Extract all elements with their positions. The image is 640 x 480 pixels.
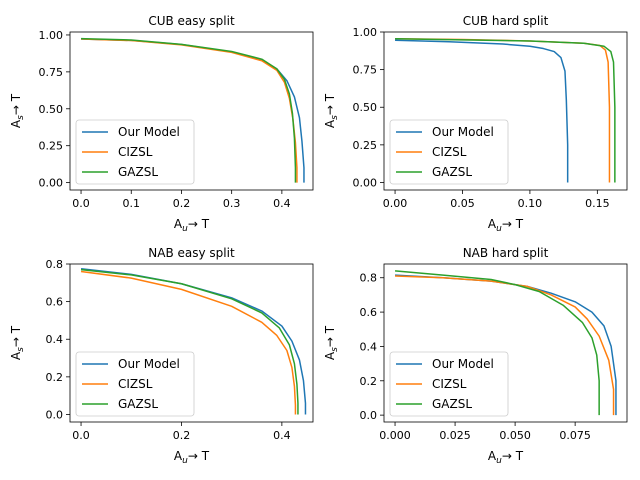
x-tick-label: 0.3	[223, 197, 241, 210]
y-tick-label: 1.00	[39, 29, 64, 42]
y-axis-label: As→ T	[9, 325, 26, 360]
legend-box	[389, 351, 509, 417]
legend-entry-label: CIZSL	[432, 377, 467, 391]
legend-entry-label: GAZSL	[432, 165, 472, 179]
series-line-1	[395, 39, 569, 183]
axes-frame	[69, 31, 314, 191]
x-tick-label: 0.050	[499, 429, 531, 442]
y-tick-label: 0.25	[39, 140, 64, 153]
legend: Our Model CIZSL GAZSL	[75, 351, 195, 417]
legend-box	[389, 119, 509, 185]
chart-panel-3: NAB easy split 0.0 0.2 0.4 0.0 0.2 0.4 0.6 0.8 Au…	[9, 246, 314, 466]
chart-panel-1: CUB easy split 0.0 0.1 0.2 0.3 0.4 0.00 0.25 0.5…	[9, 14, 314, 234]
series-line-2	[80, 270, 297, 415]
y-axis-label: As→ T	[9, 93, 26, 128]
chart-panel-4: NAB hard split 0.000 0.025 0.050 0.075 0.0 0.2…	[323, 246, 628, 466]
y-axis-label: As→ T	[323, 325, 340, 360]
x-tick-label: 0.15	[585, 197, 610, 210]
chart-title: NAB hard split	[463, 246, 549, 260]
y-tick-label: 0.75	[39, 66, 64, 79]
y-tick-label: 0.00	[353, 176, 378, 189]
series-line-3	[80, 268, 299, 415]
y-tick-label: 1.00	[353, 26, 378, 39]
chart-title: CUB easy split	[148, 14, 235, 28]
y-tick-label: 0.0	[360, 409, 378, 422]
series-line-3	[395, 38, 616, 183]
x-axis-label: Au→ T	[488, 449, 524, 466]
y-axis-label: As→ T	[323, 93, 340, 128]
x-axis-label: Au→ T	[174, 217, 210, 234]
legend-box	[75, 119, 195, 185]
legend-entry-label: GAZSL	[432, 397, 472, 411]
x-tick-label: 0.1	[123, 197, 141, 210]
x-tick-label: 0.00	[383, 197, 408, 210]
axes-frame	[383, 31, 628, 191]
legend-entry-label: Our Model	[432, 357, 494, 371]
y-tick-label: 0.4	[360, 340, 378, 353]
chart-panel-2: CUB hard split 0.00 0.05 0.10 0.15 0.00 0.25 0.…	[323, 14, 628, 234]
series-line-2	[395, 275, 615, 416]
x-axis-label: Au→ T	[488, 217, 524, 234]
y-tick-label: 0.8	[360, 272, 378, 285]
y-tick-label: 0.6	[46, 296, 64, 309]
y-tick-label: 0.2	[46, 371, 64, 384]
y-tick-label: 0.8	[46, 258, 64, 271]
legend: Our Model CIZSL GAZSL	[389, 119, 509, 185]
y-tick-label: 0.0	[46, 408, 64, 421]
x-tick-label: 0.000	[379, 429, 411, 442]
series-line-3	[394, 270, 600, 416]
legend-entry-label: CIZSL	[118, 145, 153, 159]
legend-entry-label: Our Model	[432, 125, 494, 139]
x-tick-label: 0.05	[450, 197, 475, 210]
axes-frame	[69, 263, 314, 423]
legend-box	[75, 351, 195, 417]
x-tick-label: 0.2	[173, 429, 191, 442]
x-tick-label: 0.2	[173, 197, 191, 210]
x-tick-label: 0.4	[273, 197, 291, 210]
y-tick-label: 0.00	[39, 177, 64, 190]
legend-entry-label: CIZSL	[432, 145, 467, 159]
y-tick-label: 0.75	[353, 64, 378, 77]
series-line-3	[81, 37, 297, 183]
x-tick-label: 0.075	[559, 429, 591, 442]
x-tick-label: 0.4	[273, 429, 291, 442]
legend-entry-label: Our Model	[118, 125, 180, 139]
legend-entry-label: GAZSL	[118, 397, 158, 411]
y-tick-label: 0.25	[353, 139, 378, 152]
legend-entry-label: CIZSL	[118, 377, 153, 391]
y-tick-label: 0.4	[46, 333, 64, 346]
y-tick-label: 0.50	[39, 103, 64, 116]
legend: Our Model CIZSL GAZSL	[389, 351, 509, 417]
x-axis-label: Au→ T	[174, 449, 210, 466]
legend-entry-label: Our Model	[118, 357, 180, 371]
x-tick-label: 0.0	[72, 197, 90, 210]
x-tick-label: 0.025	[439, 429, 471, 442]
legend-entry-label: GAZSL	[118, 165, 158, 179]
x-tick-label: 0.10	[518, 197, 543, 210]
y-tick-label: 0.50	[353, 101, 378, 114]
y-tick-label: 0.2	[360, 375, 378, 388]
legend: Our Model CIZSL GAZSL	[75, 119, 195, 185]
chart-title: CUB hard split	[463, 14, 549, 28]
y-tick-label: 0.6	[360, 306, 378, 319]
x-tick-label: 0.0	[72, 429, 90, 442]
chart-title: NAB easy split	[148, 246, 235, 260]
axes-frame	[383, 263, 628, 423]
